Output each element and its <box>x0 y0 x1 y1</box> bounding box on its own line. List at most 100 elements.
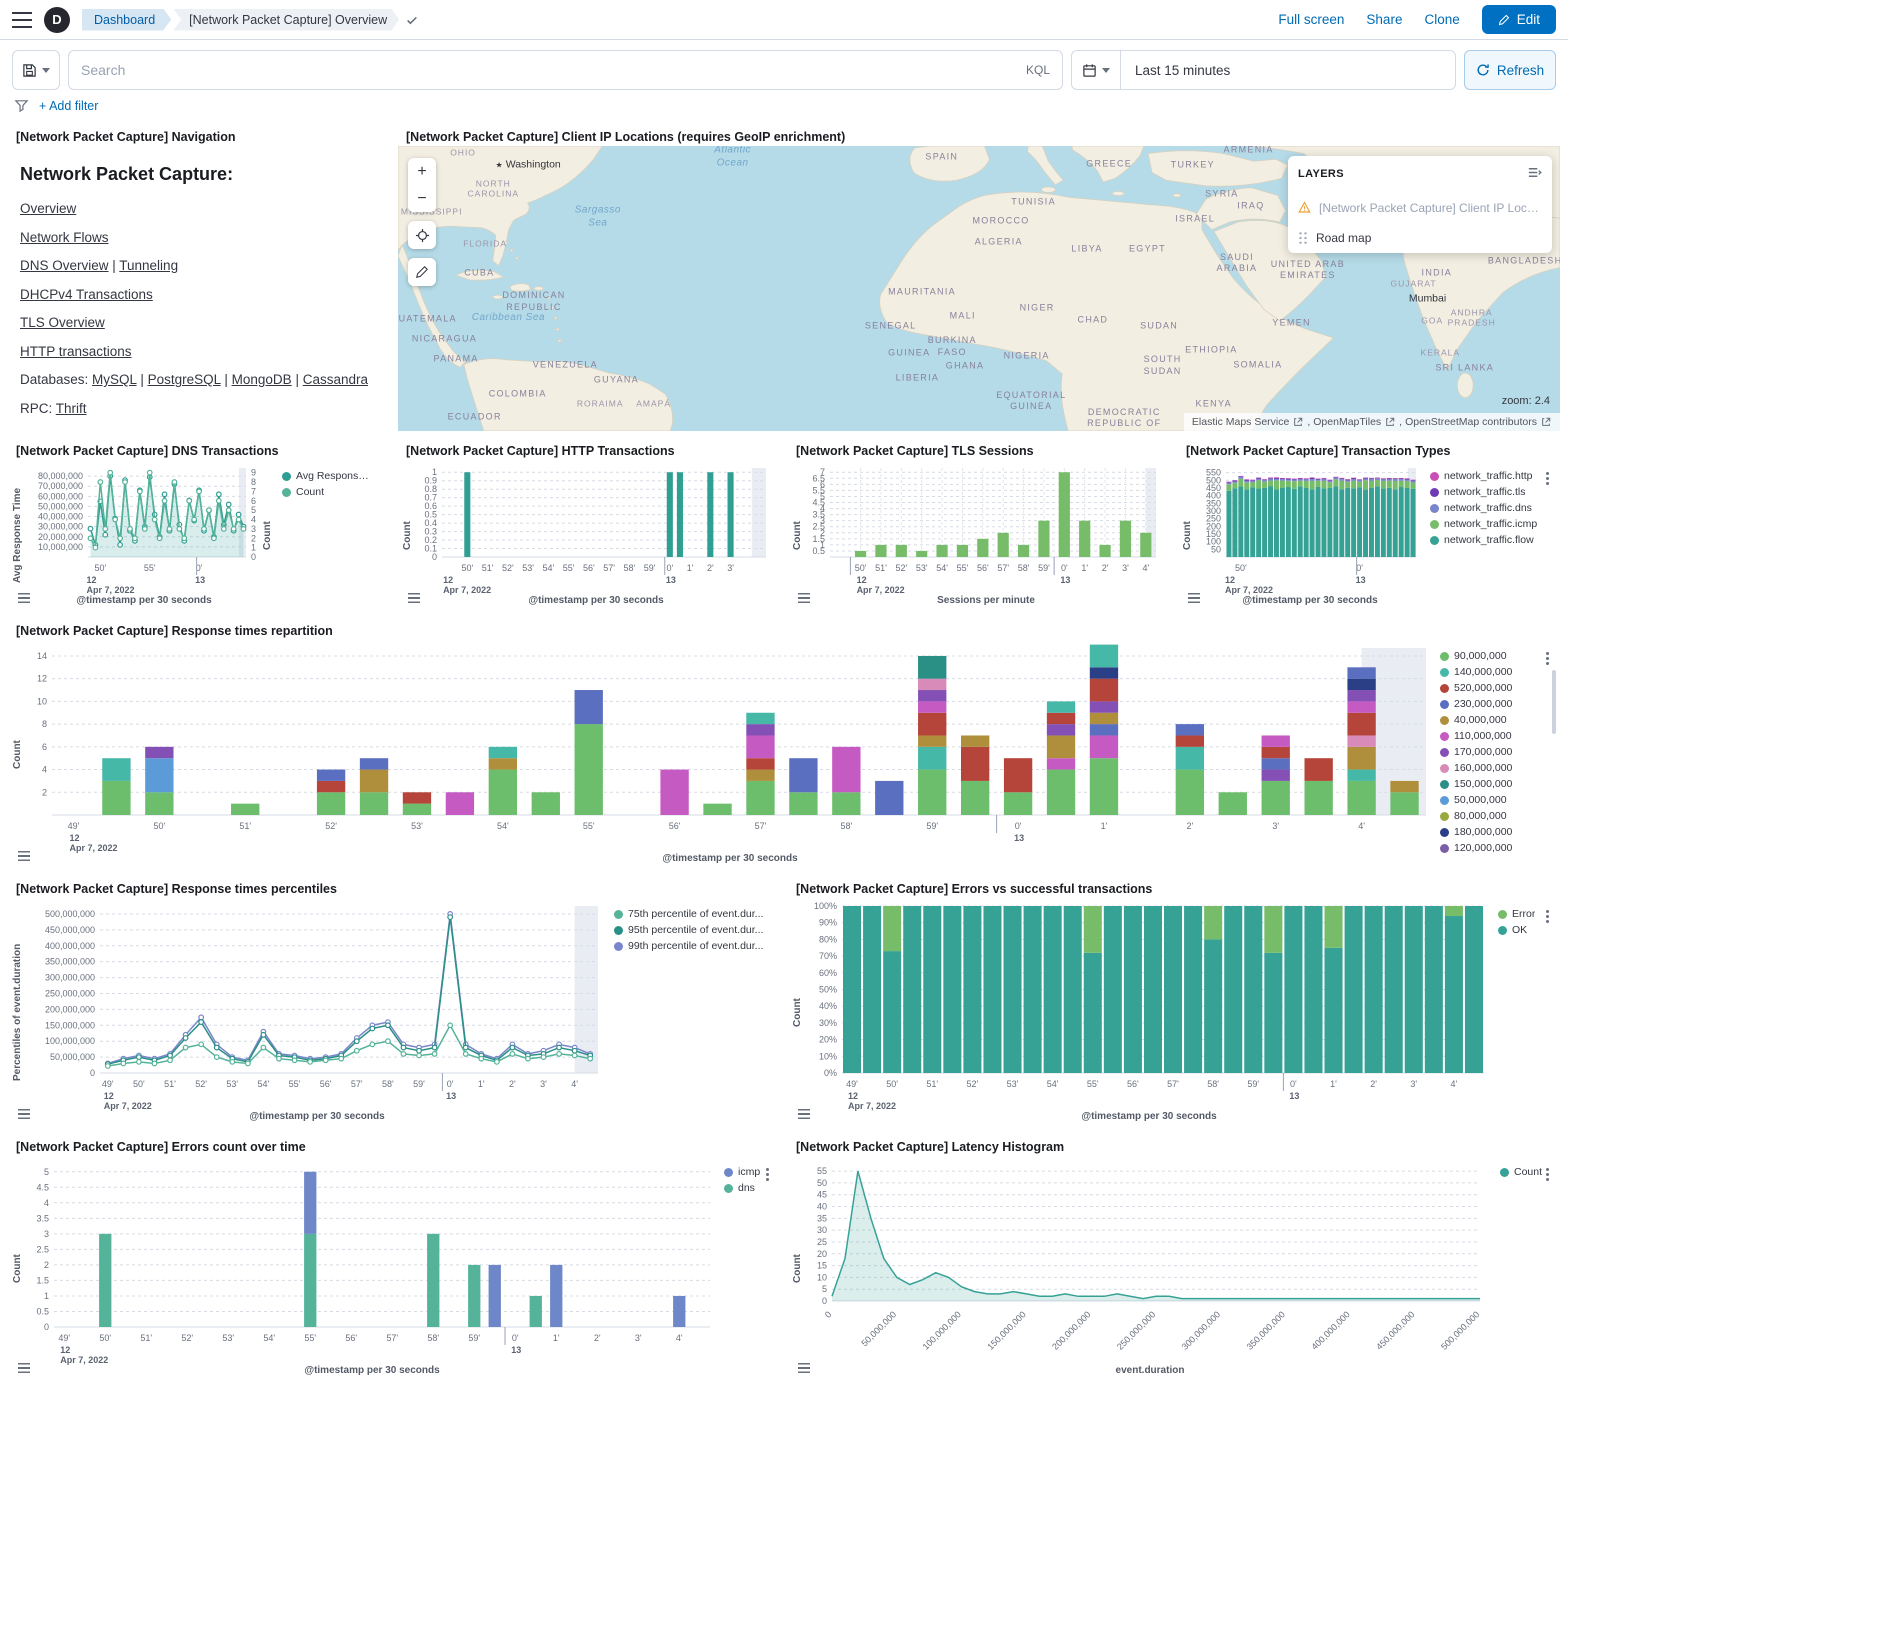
nav-link-mysql[interactable]: MySQL <box>92 372 137 387</box>
legend-item[interactable]: icmp <box>724 1166 764 1178</box>
map-draw-tools-button[interactable] <box>408 258 436 286</box>
panel-options-icon[interactable] <box>796 1107 812 1122</box>
kql-label[interactable]: KQL <box>1025 63 1050 77</box>
svg-text:55: 55 <box>817 1166 827 1176</box>
nav-link-mongodb[interactable]: MongoDB <box>231 372 292 387</box>
legend-item[interactable]: network_traffic.dns <box>1430 502 1544 514</box>
dns-transactions-chart[interactable]: 10,000,000 20,000,000 30,000,000 40,000,000… <box>26 460 262 595</box>
legend-more-icon[interactable] <box>1546 910 1554 926</box>
panel-options-icon[interactable] <box>16 1361 32 1376</box>
panel-options-icon[interactable] <box>406 591 422 606</box>
legend-item[interactable]: OK <box>1498 924 1544 936</box>
panel-options-icon[interactable] <box>796 1361 812 1376</box>
legend-item[interactable]: 50,000,000 <box>1440 794 1544 806</box>
map-fit-bounds-button[interactable] <box>408 221 436 249</box>
panel-options-icon[interactable] <box>16 849 32 864</box>
legend-item[interactable]: network_traffic.tls <box>1430 486 1544 498</box>
svg-text:50': 50' <box>153 821 165 831</box>
legend-item[interactable]: network_traffic.flow <box>1430 534 1544 546</box>
nav-link-overview[interactable]: Overview <box>20 201 77 216</box>
collapse-layers-icon[interactable] <box>1527 165 1542 183</box>
edit-button[interactable]: Edit <box>1481 5 1556 34</box>
legend-item[interactable]: 90,000,000 <box>1440 650 1544 662</box>
legend-item[interactable]: 95th percentile of event.dur... <box>614 924 764 936</box>
tls-sessions-chart[interactable]: 0.5 1 1.5 2 2.5 3 3.5 4 4.5 5 5.5 6 6.5 7 50' 51' 52' 53'… <box>806 460 1166 595</box>
calendar-button[interactable] <box>1072 51 1121 89</box>
nav-link-dns-overview[interactable]: DNS Overview <box>20 258 109 273</box>
nav-link-tls-overview[interactable]: TLS Overview <box>20 315 105 330</box>
attribution-link[interactable]: OpenStreetMap contributors <box>1405 416 1537 428</box>
nav-link-postgresql[interactable]: PostgreSQL <box>147 372 221 387</box>
svg-text:0: 0 <box>44 1322 49 1332</box>
nav-link-tunneling[interactable]: Tunneling <box>119 258 179 273</box>
nav-link-dhcpv4-transactions[interactable]: DHCPv4 Transactions <box>20 286 153 302</box>
add-filter-link[interactable]: + Add filter <box>39 98 99 113</box>
legend-more-icon[interactable] <box>1546 652 1554 668</box>
layer-item-road-map[interactable]: Road map <box>1288 223 1552 253</box>
errors-count-chart[interactable]: 0 0.5 1 1.5 2 2.5 3 3.5 4 4.5 5 49' 50' 51' 52' 53' 54' 5… <box>26 1156 718 1365</box>
legend-item[interactable]: Count <box>282 486 374 498</box>
legend-item[interactable]: 520,000,000 <box>1440 682 1544 694</box>
legend-item[interactable]: dns <box>724 1182 764 1194</box>
svg-text:53': 53' <box>226 1079 238 1089</box>
legend-item[interactable]: 230,000,000 <box>1440 698 1544 710</box>
space-avatar[interactable]: D <box>44 6 70 33</box>
share-link[interactable]: Share <box>1366 12 1403 27</box>
full-screen-link[interactable]: Full screen <box>1278 12 1345 27</box>
legend-scrollbar[interactable] <box>1552 670 1556 734</box>
latency-histogram-chart[interactable]: 0 5 10 15 20 25 30 35 40 45 50 55 0 50,000,000 100,000… <box>806 1156 1494 1365</box>
legend-more-icon[interactable] <box>1546 472 1554 488</box>
panel-options-icon[interactable] <box>16 1107 32 1122</box>
legend-more-icon[interactable] <box>766 1168 774 1184</box>
errors-vs-successful-chart[interactable]: 0% 10% 20% 30% 40% 50% 60% 70% 80% 90% 100% 49' 50' 5… <box>806 898 1492 1111</box>
legend-item[interactable]: 180,000,000 <box>1440 826 1544 838</box>
panel-options-icon[interactable] <box>796 591 812 606</box>
legend-item[interactable]: Count <box>1500 1166 1544 1178</box>
http-transactions-chart[interactable]: 0 0.1 0.2 0.3 0.4 0.5 0.6 0.7 0.8 0.9 1 50' 51' 52' 53… <box>416 460 776 595</box>
transaction-types-chart[interactable]: 50 100 150 200 250 300 350 400 450 500 550 50' 0' 12 A… <box>1196 460 1424 595</box>
legend-item[interactable]: Avg Response Time <box>282 470 374 482</box>
breadcrumb-current[interactable]: [Network Packet Capture] Overview <box>173 9 399 31</box>
legend-item[interactable]: 75th percentile of event.dur... <box>614 908 764 920</box>
filter-icon[interactable] <box>14 98 29 113</box>
svg-text:0.8: 0.8 <box>424 484 437 494</box>
legend-item[interactable]: 40,000,000 <box>1440 714 1544 726</box>
legend-item[interactable]: Error <box>1498 908 1544 920</box>
panel-options-icon[interactable] <box>1186 591 1202 606</box>
legend-item[interactable]: 160,000,000 <box>1440 762 1544 774</box>
nav-link-network-flows[interactable]: Network Flows <box>20 229 109 245</box>
layer-item-client-ip-locations[interactable]: [Network Packet Capture] Client IP Locat… <box>1288 192 1552 223</box>
nav-link-http-transactions[interactable]: HTTP transactions <box>20 343 132 359</box>
legend-item[interactable]: 80,000,000 <box>1440 810 1544 822</box>
map-label: ALGERIA <box>974 236 1023 247</box>
legend-item[interactable]: network_traffic.http <box>1430 470 1544 482</box>
search-input[interactable] <box>81 62 1016 78</box>
nav-link-nfs[interactable]: NFS <box>75 429 102 431</box>
attribution-link[interactable]: Elastic Maps Service <box>1191 416 1290 428</box>
legend-item[interactable]: 120,000,000 <box>1440 842 1544 854</box>
attribution-link[interactable]: OpenMapTiles <box>1313 416 1382 428</box>
saved-query-button[interactable] <box>12 50 60 90</box>
legend-item[interactable]: network_traffic.icmp <box>1430 518 1544 530</box>
legend-item[interactable]: 140,000,000 <box>1440 666 1544 678</box>
legend-item[interactable]: 150,000,000 <box>1440 778 1544 790</box>
menu-icon[interactable] <box>12 11 32 28</box>
legend-item[interactable]: 99th percentile of event.dur... <box>614 940 764 952</box>
time-range-display[interactable]: Last 15 minutes <box>1135 62 1231 78</box>
map-zoom-out-button[interactable]: − <box>408 185 436 212</box>
check-icon[interactable] <box>405 13 419 27</box>
refresh-button[interactable]: Refresh <box>1464 50 1556 90</box>
breadcrumb-dashboard[interactable]: Dashboard <box>82 9 171 31</box>
map-label: INDIA <box>1421 267 1453 278</box>
panel-options-icon[interactable] <box>16 591 32 606</box>
map-canvas[interactable]: OHIO ★ Washington NORTH CAROLINA MISSISSIPPI… <box>398 146 1560 431</box>
legend-more-icon[interactable] <box>1546 1168 1554 1184</box>
legend-item[interactable]: 170,000,000 <box>1440 746 1544 758</box>
response-times-percentiles-chart[interactable]: 0 50,000,000 100,000,000 150,000,000 200,000… <box>26 898 608 1111</box>
nav-link-cassandra[interactable]: Cassandra <box>302 372 368 387</box>
legend-item[interactable]: 110,000,000 <box>1440 730 1544 742</box>
response-times-repartition-chart[interactable]: 2 4 6 8 10 12 14 49' 50' 51' 52' 53' 54' 55' 56' 57' 58'… <box>26 640 1434 853</box>
map-zoom-in-button[interactable]: + <box>408 158 436 185</box>
nav-link-thrift[interactable]: Thrift <box>55 400 87 416</box>
clone-link[interactable]: Clone <box>1424 12 1460 27</box>
